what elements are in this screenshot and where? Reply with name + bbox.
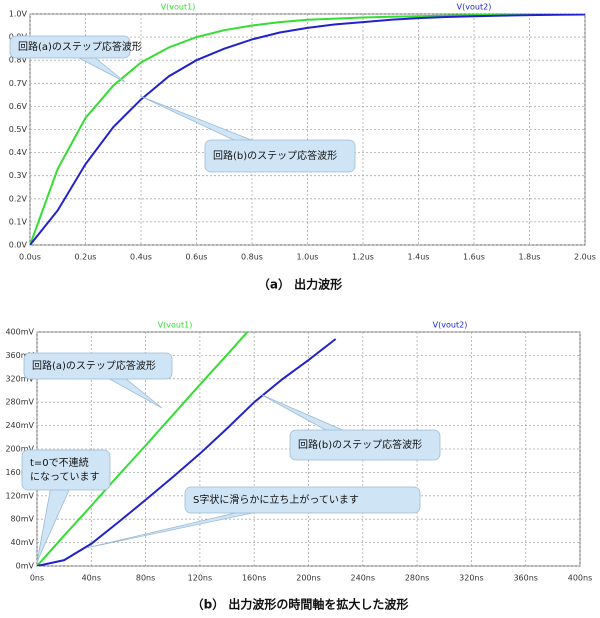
- annotation: 回路(a)のステップ応答波形: [32, 359, 156, 372]
- y-tick-label: 0.8V: [9, 56, 28, 65]
- legend-label: V(vout1): [158, 321, 193, 330]
- callout-box: [9, 35, 131, 59]
- y-tick-label: 360mV: [5, 351, 34, 360]
- callout-box: [21, 449, 111, 491]
- y-tick-label: 0.1V: [9, 217, 28, 226]
- x-tick-label: 0ns: [30, 574, 44, 583]
- x-tick-label: 1.6us: [463, 253, 485, 262]
- y-tick-label: 0.3V: [9, 171, 28, 180]
- x-tick-label: 360ns: [513, 574, 538, 583]
- y-tick-label: 240mV: [5, 421, 34, 430]
- y-tick-label: 0.7V: [9, 79, 28, 88]
- y-tick-label: 40mV: [11, 538, 35, 547]
- x-tick-label: 0.6us: [186, 253, 208, 262]
- x-tick-label: 1.2us: [352, 253, 374, 262]
- series-line: [37, 338, 337, 566]
- x-tick-label: 0.4us: [130, 253, 152, 262]
- legend-label: V(vout1): [161, 3, 196, 12]
- y-tick-label: 0.6V: [9, 102, 28, 111]
- x-tick-label: 1.8us: [519, 253, 541, 262]
- series-line: [37, 332, 249, 566]
- annotation: 回路(b)のステップ応答波形: [298, 438, 422, 451]
- x-tick-label: 80ns: [136, 574, 155, 583]
- annotation: 回路(a)のステップ応答波形: [18, 40, 142, 53]
- x-tick-label: 2.0us: [574, 253, 596, 262]
- x-tick-label: 1.0us: [297, 253, 319, 262]
- x-tick-label: 240ns: [351, 574, 376, 583]
- annotation: t=0で不連続: [30, 456, 89, 469]
- y-tick-label: 0.2V: [9, 194, 28, 203]
- y-tick-label: 400mV: [5, 328, 34, 337]
- callout-box: [289, 429, 441, 461]
- y-tick-label: 120mV: [5, 491, 34, 500]
- legend-label: V(vout2): [457, 3, 492, 12]
- callout-box: [204, 139, 356, 173]
- x-tick-label: 320ns: [459, 574, 484, 583]
- x-tick-label: 40ns: [82, 574, 101, 583]
- y-tick-label: 1.0V: [9, 10, 28, 19]
- x-tick-label: 160ns: [242, 574, 267, 583]
- y-tick-label: 0.5V: [9, 125, 28, 134]
- callout-box: [23, 352, 173, 380]
- y-tick-label: 280mV: [5, 398, 34, 407]
- x-tick-label: 0.8us: [241, 253, 263, 262]
- x-tick-label: 0.2us: [75, 253, 97, 262]
- annotation: になっています: [30, 471, 100, 483]
- y-tick-label: 160mV: [5, 468, 34, 477]
- y-tick-label: 320mV: [5, 374, 34, 383]
- legend-label: V(vout2): [433, 321, 468, 330]
- y-tick-label: 0.0V: [9, 241, 28, 250]
- chart-title: （b） 出力波形の時間軸を拡大した波形: [192, 597, 409, 612]
- annotation: S字状に滑らかに立ち上がっています: [193, 493, 359, 506]
- callout-box: [184, 486, 421, 514]
- y-tick-label: 80mV: [11, 515, 35, 524]
- y-tick-label: 0.4V: [9, 148, 28, 157]
- x-tick-label: 280ns: [405, 574, 430, 583]
- annotation: 回路(b)のステップ応答波形: [213, 149, 337, 162]
- x-tick-label: 0.0us: [19, 253, 41, 262]
- chart-title: （a） 出力波形: [258, 277, 342, 292]
- x-tick-label: 400ns: [568, 574, 593, 583]
- x-tick-label: 1.4us: [408, 253, 430, 262]
- series-line: [30, 14, 585, 245]
- x-tick-label: 200ns: [296, 574, 321, 583]
- y-tick-label: 200mV: [5, 445, 34, 454]
- series-line: [30, 14, 585, 245]
- x-tick-label: 120ns: [188, 574, 213, 583]
- y-tick-label: 0mV: [16, 562, 35, 571]
